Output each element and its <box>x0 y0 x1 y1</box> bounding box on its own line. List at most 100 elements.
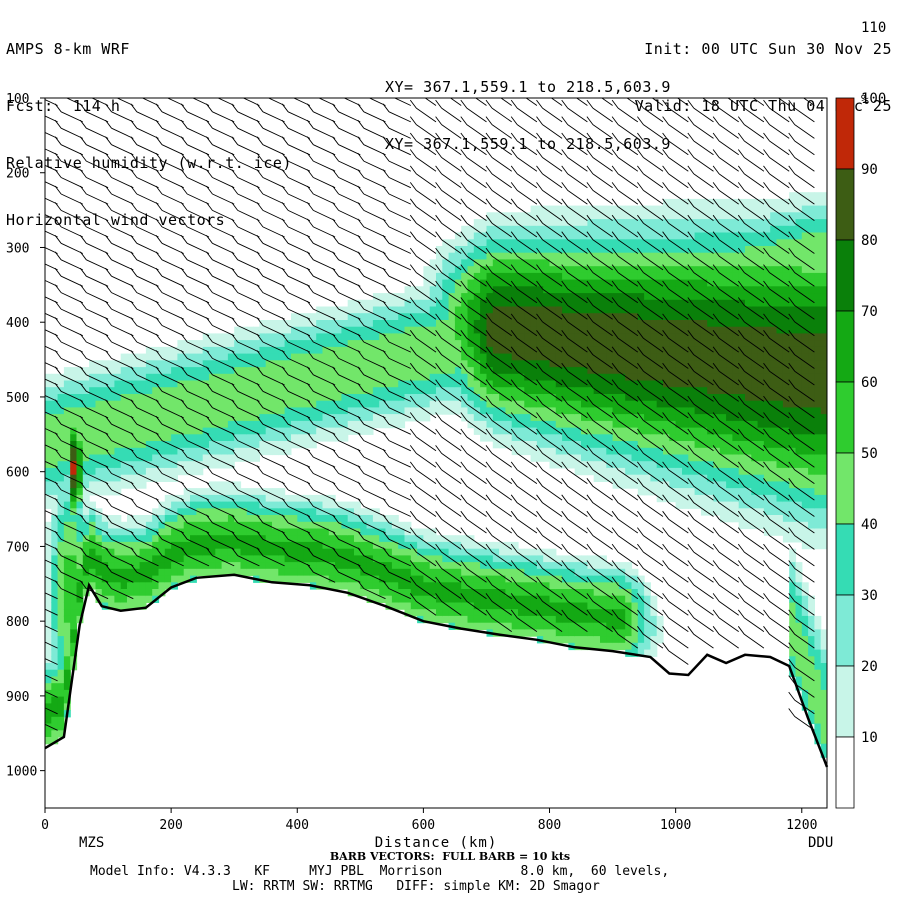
rh-cell <box>221 353 229 361</box>
rh-cell <box>745 521 752 530</box>
rh-cell <box>448 360 456 368</box>
rh-cell <box>745 232 752 240</box>
rh-cell <box>209 515 216 523</box>
rh-cell <box>183 541 191 550</box>
rh-cell <box>776 333 784 341</box>
rh-cell <box>480 252 487 260</box>
rh-cell <box>398 367 406 375</box>
rh-cell <box>70 582 78 590</box>
rh-cell <box>372 582 380 590</box>
rh-cell <box>253 414 260 422</box>
rh-cell <box>158 461 166 469</box>
rh-cell <box>417 582 424 590</box>
rh-cell <box>682 420 689 429</box>
rh-cell <box>95 575 103 583</box>
rh-cell <box>549 313 557 321</box>
rh-cell <box>606 380 614 388</box>
rh-cell <box>763 407 771 415</box>
rh-cell <box>593 212 601 220</box>
rh-cell <box>789 239 797 247</box>
rh-cell <box>133 394 141 402</box>
rh-cell <box>253 541 260 550</box>
rh-cell <box>663 259 670 267</box>
rh-cell <box>745 461 752 469</box>
rh-cell <box>600 326 607 334</box>
rh-cell <box>297 555 305 563</box>
rh-cell <box>738 508 746 516</box>
rh-cell <box>108 454 115 462</box>
rh-cell <box>63 400 71 408</box>
rh-cell <box>347 394 355 402</box>
rh-cell <box>789 219 797 227</box>
rh-cell <box>738 246 746 254</box>
rh-cell <box>682 219 689 227</box>
rh-cell <box>51 467 59 476</box>
rh-cell <box>196 515 204 523</box>
rh-cell <box>700 225 708 234</box>
rh-cell <box>751 326 759 334</box>
rh-cell <box>486 609 494 617</box>
rh-cell <box>776 360 784 368</box>
rh-cell <box>227 555 235 563</box>
rh-cell <box>82 367 90 375</box>
rh-cell <box>713 441 721 449</box>
rh-cell <box>549 333 557 341</box>
rh-cell <box>726 333 733 341</box>
rh-cell <box>366 346 374 355</box>
rh-cell <box>454 272 462 281</box>
rh-cell <box>303 562 311 570</box>
rh-cell <box>530 353 538 361</box>
rh-cell <box>120 481 128 489</box>
rh-cell <box>158 501 166 509</box>
rh-cell <box>625 219 633 227</box>
rh-cell <box>221 427 229 435</box>
rh-cell <box>713 313 721 321</box>
rh-cell <box>51 501 59 509</box>
rh-cell <box>612 286 620 294</box>
rh-cell <box>467 548 475 556</box>
rh-cell <box>139 515 147 523</box>
rh-cell <box>366 582 374 590</box>
rh-cell <box>587 279 595 287</box>
rh-cell <box>436 394 443 402</box>
rh-cell <box>757 225 765 234</box>
rh-cell <box>429 306 437 314</box>
rh-cell <box>770 219 778 227</box>
rh-cell <box>309 360 317 368</box>
rh-cell <box>656 615 664 624</box>
rh-cell <box>682 394 689 402</box>
rh-cell <box>555 219 563 227</box>
rh-cell <box>139 541 147 550</box>
rh-cell <box>379 420 387 429</box>
rh-cell <box>278 535 286 543</box>
rh-cell <box>606 414 614 422</box>
rh-cell <box>164 494 172 503</box>
rh-cell <box>543 447 551 456</box>
rh-cell <box>732 272 740 281</box>
rh-cell <box>574 373 582 382</box>
rh-cell <box>650 360 658 368</box>
rh-cell <box>70 407 78 415</box>
rh-cell <box>669 246 677 254</box>
rh-cell <box>782 488 790 496</box>
rh-cell <box>366 306 374 314</box>
rh-cell <box>518 232 525 240</box>
rh-cell <box>379 521 387 530</box>
rh-cell <box>650 595 658 603</box>
rh-cell <box>650 306 658 314</box>
rh-cell <box>543 212 551 220</box>
rh-cell <box>45 548 52 556</box>
rh-cell <box>555 454 563 462</box>
rh-cell <box>505 219 513 227</box>
rh-cell <box>322 427 330 435</box>
rh-cell <box>190 501 197 509</box>
rh-cell <box>467 394 475 402</box>
rh-cell <box>543 259 551 267</box>
rh-cell <box>732 441 740 449</box>
rh-cell <box>372 568 380 577</box>
rh-cell <box>347 380 355 388</box>
rh-cell <box>726 400 733 408</box>
rh-cell <box>618 615 626 624</box>
rh-cell <box>215 340 223 348</box>
rh-cell <box>108 521 115 530</box>
